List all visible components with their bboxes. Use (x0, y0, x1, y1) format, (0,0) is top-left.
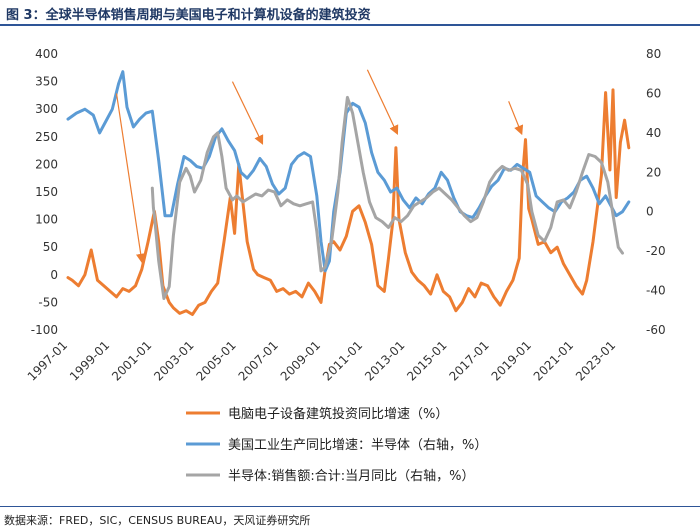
x-axis-tick-label: 2013-01 (362, 338, 407, 383)
left-axis-tick-label: -100 (31, 323, 58, 337)
left-axis-tick-label: 100 (35, 213, 58, 227)
left-axis-tick-label: 350 (35, 75, 58, 89)
x-axis-tick-label: 2017-01 (446, 338, 491, 383)
figure-title: 图 3：全球半导体销售周期与美国电子和计算机设备的建筑投资 (6, 8, 371, 23)
left-axis-tick-label: 0 (50, 268, 58, 282)
x-axis-tick-label: 2019-01 (489, 338, 534, 383)
x-axis-tick-label: 1997-01 (25, 338, 70, 383)
right-axis-tick-label: 20 (646, 165, 661, 179)
source-divider (0, 506, 700, 507)
legend-label: 美国工业生产同比增速：半导体（右轴，%） (228, 438, 487, 453)
x-axis-tick-label: 1999-01 (67, 338, 112, 383)
legend-label: 电脑电子设备建筑投资同比增速（%） (228, 406, 448, 422)
x-axis-tick-label: 2023-01 (573, 338, 618, 383)
x-axis-tick-label: 2001-01 (109, 338, 154, 383)
right-axis-tick-label: -20 (646, 244, 666, 258)
x-axis-tick-label: 2005-01 (193, 338, 238, 383)
chart: 400350300250200150100500-50-100806040200… (25, 47, 666, 484)
annotation-arrow (508, 101, 524, 136)
x-axis-tick-label: 2003-01 (151, 338, 196, 383)
right-axis-tick-label: -60 (646, 323, 666, 337)
right-axis-tick-label: 0 (646, 205, 654, 219)
right-axis-tick-label: 80 (646, 47, 661, 61)
title-divider (0, 24, 700, 26)
x-axis-tick-label: 2015-01 (404, 338, 449, 383)
series-line-1 (66, 88, 631, 316)
right-axis-tick-label: 60 (646, 86, 661, 100)
legend-label: 半导体:销售额:合计:当月同比（右轴，%） (228, 468, 475, 484)
annotation-arrow (366, 69, 399, 136)
x-axis-tick-label: 2011-01 (320, 338, 365, 383)
x-axis-tick-label: 2009-01 (278, 338, 323, 383)
annotation-arrow (115, 93, 146, 264)
left-axis-tick-label: 150 (35, 185, 58, 199)
left-axis-tick-label: -50 (38, 295, 58, 309)
left-axis-tick-label: 200 (35, 157, 58, 171)
source-note: 数据来源：FRED，SIC，CENSUS BUREAU，天风证券研究所 (4, 514, 311, 527)
x-axis-tick-label: 2021-01 (531, 338, 576, 383)
left-axis-tick-label: 400 (35, 47, 58, 61)
right-axis-tick-label: -40 (646, 284, 666, 298)
left-axis-tick-label: 50 (43, 240, 58, 254)
left-axis-tick-label: 250 (35, 130, 58, 144)
annotation-arrow (231, 81, 264, 145)
right-axis-tick-label: 40 (646, 126, 661, 140)
left-axis-tick-label: 300 (35, 102, 58, 116)
x-axis-tick-label: 2007-01 (236, 338, 281, 383)
series-line-3 (150, 95, 624, 300)
